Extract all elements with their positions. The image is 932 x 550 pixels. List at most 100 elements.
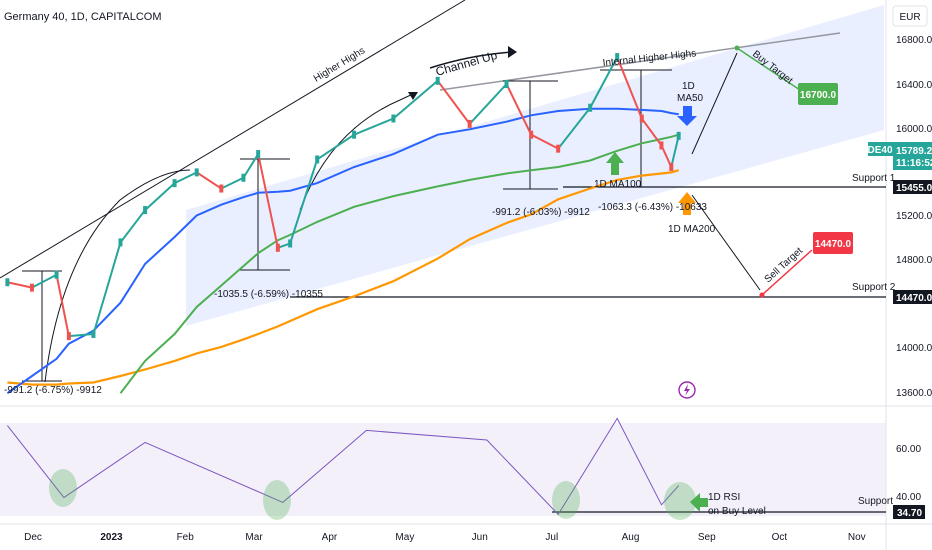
ma100-label: 1D MA100 [594,179,642,190]
drop-label-2: -1035.5 (-6.59%) -10355 [214,289,323,300]
price-point [659,141,664,150]
time-label-nov: Nov [848,532,866,543]
rsi-buy-label-2: on Buy Level [708,506,766,517]
channel-up-label: Channel Up [434,48,499,79]
price-tick-15200: 15200.0 [896,211,932,222]
rsi-tick-60: 60.00 [896,444,921,455]
time-label-jun: Jun [472,532,488,543]
sell-projection-line [691,194,761,291]
price-point [615,53,620,62]
sell-target-point [759,292,765,298]
buy-target-box [798,83,838,105]
time-label-2023: 2023 [100,532,123,543]
rsi-line [7,417,680,516]
price-point [669,162,674,171]
sell-target-line [761,249,813,296]
support1-tag [893,180,932,194]
price-point [5,278,10,287]
buy-target-point [734,45,740,51]
price-segment [468,83,508,125]
rsi-value: 34.70 [897,508,922,519]
time-label-dec: Dec [24,532,42,543]
price-segment [242,153,260,179]
price-tick-16000: 16000.0 [896,124,932,135]
price-tick-16800: 16800.0 [896,35,932,46]
drop-label-1: -991.2 (-6.75%) -9912 [4,385,102,396]
rsi-buy-label-1: 1D RSI [708,492,740,503]
price-segment [257,153,279,248]
arrow-curve-2 [299,92,416,211]
price-segment [174,171,198,185]
channel-up-arrowhead [508,46,517,58]
price-segment [316,133,355,161]
price-segment [670,135,680,168]
support2-tag [893,290,932,304]
higher-highs-line [0,0,466,279]
price-point [118,238,123,247]
price-point [66,332,71,341]
channel-band [186,5,884,326]
sell-target-label: Sell Target [763,245,806,285]
price-point [275,243,280,252]
buy-projection-line [691,52,738,155]
currency-button[interactable]: EUR [892,5,928,27]
price-segment [530,133,559,150]
price-point [241,173,246,182]
price-segment [557,107,591,150]
price-segment [55,274,70,337]
arrow-curve-1 [44,169,191,383]
price-point [435,76,440,85]
current-price-tag [893,142,932,170]
time-label-mar: Mar [245,532,263,543]
price-point [676,131,681,140]
price-tick-13600: 13600.0 [896,388,932,399]
price-tick-14800: 14800.0 [896,255,932,266]
ma100-arrow [606,152,624,175]
drop-label-3: -991.2 (-6.03%) -9912 [492,207,590,218]
price-point [504,80,509,89]
support1-tag-text: 15455.0 [896,183,932,194]
price-point [352,130,357,139]
price-point [639,114,644,123]
price-segment [392,80,439,120]
price-segment [31,273,58,289]
price-tick-16400: 16400.0 [896,80,932,91]
time-label-sep: Sep [698,532,716,543]
ma200-label: 1D MA200 [668,224,716,235]
symbol-tag-text: DE40 [867,145,892,156]
measure-4 [600,69,672,188]
price-point [91,329,96,338]
time-label-oct: Oct [772,532,788,543]
current-time: 11:16:52 [896,158,932,169]
sell-target-box [813,232,853,254]
symbol-tag [868,142,893,156]
price-segment [289,159,319,244]
buy-target-value: 16700.0 [800,90,837,101]
price-segment [92,242,122,335]
support2-tag-text: 14470.0 [896,293,932,304]
ma50-label-2: MA50 [677,93,704,104]
time-label-apr: Apr [322,532,338,543]
price-point [54,270,59,279]
ma50-label-1: 1D [682,81,695,92]
measure-2 [240,158,290,271]
price-point [143,206,148,215]
price-segment [7,281,33,289]
time-label-feb: Feb [177,532,195,543]
svg-text:EUR: EUR [899,12,920,23]
ma200-line [7,169,680,386]
price-point [256,150,261,159]
price-segment [353,117,394,136]
price-segment [196,171,222,190]
channel-up-arrow [429,51,513,69]
price-point [172,179,177,188]
rsi-value-tag [893,505,925,519]
higher-highs-label: Higher Highs [312,45,367,84]
ma50-line [6,107,679,395]
lightning-icon[interactable] [678,381,696,399]
price-point [588,103,593,112]
price-segment [589,56,619,109]
support1-label: Support 1 [852,173,896,184]
price-point [467,119,472,128]
